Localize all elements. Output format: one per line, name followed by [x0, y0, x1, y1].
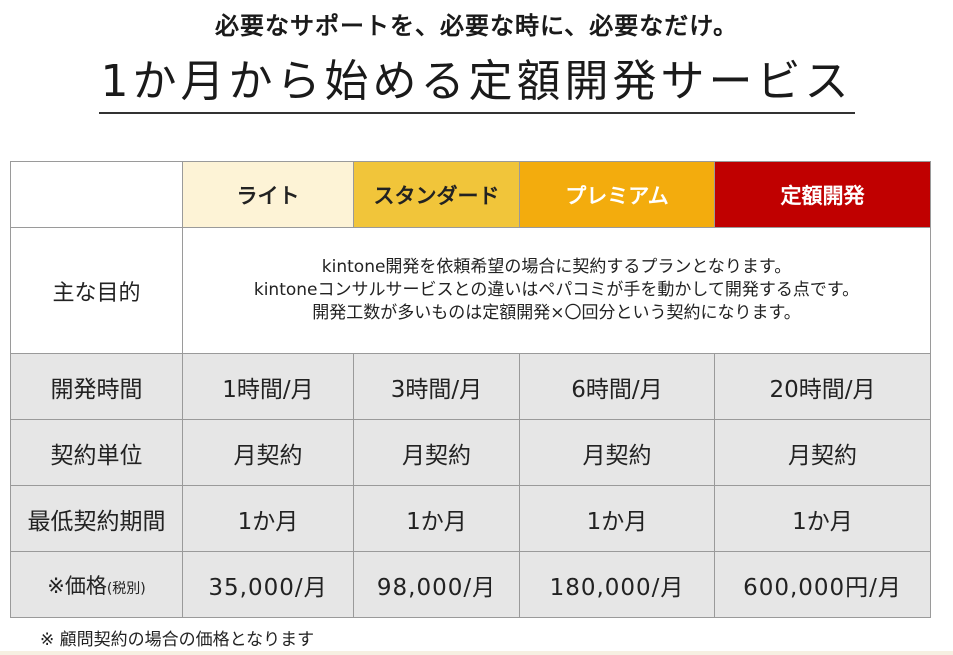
table-cell: 月契約 [182, 419, 354, 486]
min-period-row: 最低契約期間 1か月 1か月 1か月 1か月 [10, 485, 931, 552]
table-cell: 6時間/月 [519, 353, 715, 420]
purpose-row: 主な目的 kintone開発を依頼希望の場合に契約するプランとなります。 kin… [10, 227, 931, 354]
bottom-strip [0, 651, 953, 655]
plan-table: ライト スタンダード プレミアム 定額開発 主な目的 kintone開発を依頼希… [10, 161, 931, 618]
plan-header-fixed: 定額開発 [714, 161, 931, 228]
price-label: ※価格 [47, 573, 107, 598]
purpose-line: kintoneコンサルサービスとの違いはペパコミが手を動かして開発する点です。 [253, 280, 860, 300]
purpose-line: 開発工数が多いものは定額開発×〇回分という契約になります。 [312, 303, 801, 323]
plan-header-premium: プレミアム [519, 161, 715, 228]
row-label-min-period: 最低契約期間 [10, 485, 183, 552]
price-label-tax-note: (税別) [106, 580, 146, 597]
page-title-text: 1か月から始める定額開発サービス [98, 54, 855, 114]
row-label-price: ※価格(税別) [10, 551, 183, 618]
price-cell: 98,000/月 [353, 551, 520, 618]
table-cell: 月契約 [353, 419, 520, 486]
table-cell: 1時間/月 [182, 353, 354, 420]
table-cell: 1か月 [519, 485, 715, 552]
row-label-dev-hours: 開発時間 [10, 353, 183, 420]
table-cell: 1か月 [714, 485, 931, 552]
contract-unit-row: 契約単位 月契約 月契約 月契約 月契約 [10, 419, 931, 486]
plan-header-row: ライト スタンダード プレミアム 定額開発 [10, 161, 931, 228]
purpose-description: kintone開発を依頼希望の場合に契約するプランとなります。 kintoneコ… [182, 227, 931, 354]
table-cell: 1か月 [182, 485, 354, 552]
row-label-purpose: 主な目的 [10, 227, 183, 354]
purpose-line: kintone開発を依頼希望の場合に契約するプランとなります。 [321, 257, 792, 277]
tagline: 必要なサポートを、必要な時に、必要なだけ。 [214, 12, 739, 40]
footnote: ※ 顧問契約の場合の価格となります [40, 630, 315, 650]
table-cell: 3時間/月 [353, 353, 520, 420]
page-title: 1か月から始める定額開発サービス [0, 54, 953, 114]
table-cell: 月契約 [519, 419, 715, 486]
table-cell: 20時間/月 [714, 353, 931, 420]
header-blank-cell [10, 161, 183, 228]
price-cell: 600,000円/月 [714, 551, 931, 618]
price-cell: 35,000/月 [182, 551, 354, 618]
plan-header-lite: ライト [182, 161, 354, 228]
table-cell: 1か月 [353, 485, 520, 552]
row-label-contract-unit: 契約単位 [10, 419, 183, 486]
plan-header-standard: スタンダード [353, 161, 520, 228]
dev-hours-row: 開発時間 1時間/月 3時間/月 6時間/月 20時間/月 [10, 353, 931, 420]
price-row: ※価格(税別) 35,000/月 98,000/月 180,000/月 600,… [10, 551, 931, 618]
price-cell: 180,000/月 [519, 551, 715, 618]
table-cell: 月契約 [714, 419, 931, 486]
